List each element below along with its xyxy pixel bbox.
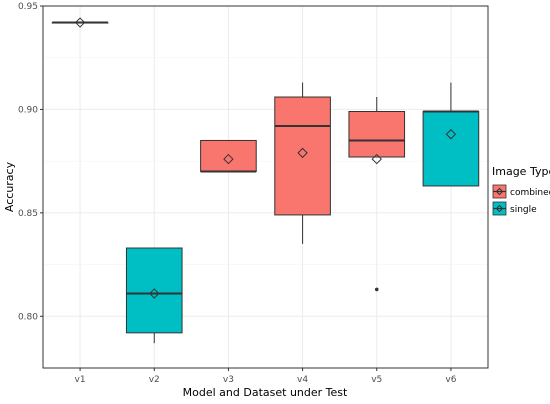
legend-key-mean [495,204,504,213]
y-tick-label: 0.95 [18,2,38,12]
boxes [51,17,480,344]
legend-item-combined: combined [492,184,550,199]
box-v4 [274,96,331,216]
mean-marker [371,153,382,165]
legend-items: combined single [492,184,550,216]
x-tick-label: v1 [75,375,86,385]
mean-marker [223,153,234,165]
grid [43,5,488,369]
y-tick-label: 0.80 [18,312,38,322]
mean-marker [445,129,457,140]
y-tick-label: 0.90 [18,105,38,115]
box-v2 [125,247,183,334]
outlier-point [374,287,379,292]
x-axis-title: Model and Dataset under Test [183,386,348,399]
panel-border [42,5,489,369]
axes: 0.80 0.85 0.90 0.95 v1 v2 v3 v4 v5 v6 [18,2,457,385]
legend-key-mean [495,187,504,196]
x-tick-label: v4 [297,375,308,385]
legend: Image Type combined single [492,165,550,216]
mean-marker [149,288,160,299]
mean-marker [297,147,308,159]
x-tick-label: v5 [371,375,382,385]
legend-title: Image Type [492,165,550,178]
legend-label: combined [510,188,550,198]
x-tick-label: v3 [223,375,234,385]
mean-marker [74,17,86,28]
box-v3 [200,139,257,172]
y-axis-title: Accuracy [3,161,16,212]
x-tick-label: v2 [149,375,160,385]
box-v5 [348,110,406,158]
legend-item-single: single [492,201,537,216]
legend-label: single [510,205,537,215]
x-tick-label: v6 [445,375,456,385]
y-tick-label: 0.85 [18,209,38,219]
box-v6 [422,110,480,187]
